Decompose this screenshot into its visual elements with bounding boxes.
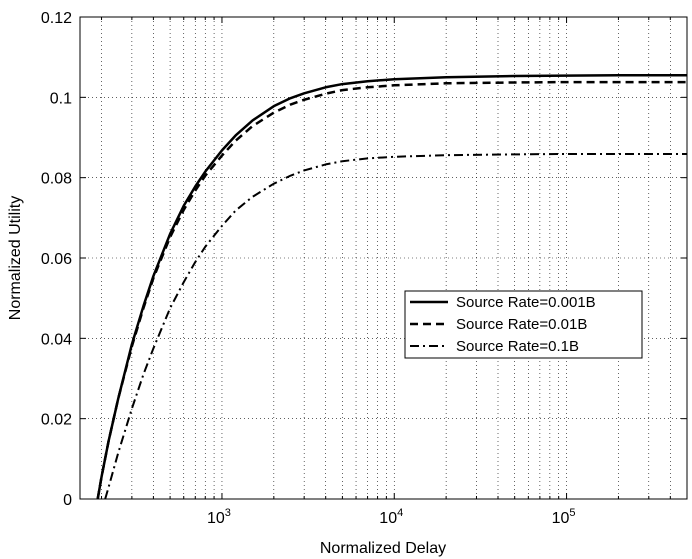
y-tick-label: 0.06 <box>41 251 72 268</box>
y-tick-label: 0.12 <box>41 10 72 27</box>
x-tick-label: 104 <box>379 507 403 527</box>
grid <box>80 16 688 500</box>
x-axis-label: Normalized Delay <box>320 540 446 557</box>
y-tick-label: 0.08 <box>41 171 72 188</box>
legend-label-0: Source Rate=0.001B <box>456 294 596 311</box>
plot-area <box>80 17 687 499</box>
y-tick-label: 0.1 <box>50 90 72 107</box>
y-tick-label: 0.02 <box>41 412 72 429</box>
series-line-0 <box>96 73 687 500</box>
legend-label-1: Source Rate=0.01B <box>456 316 587 333</box>
legend-label-2: Source Rate=0.1B <box>456 338 579 355</box>
ticks <box>80 16 688 500</box>
series-layer <box>96 73 687 500</box>
series-line-1 <box>96 80 687 500</box>
x-tick-labels: 103 104 105 <box>207 507 576 527</box>
x-tick-label: 103 <box>207 507 231 527</box>
legend-box <box>404 290 643 359</box>
y-axis-label: Normalized Utility <box>7 196 24 320</box>
legend: Source Rate=0.001B Source Rate=0.01B Sou… <box>404 290 643 359</box>
x-tick-label: 105 <box>552 507 576 527</box>
y-tick-labels: 0 0.02 0.04 0.06 0.08 0.1 0.12 <box>41 10 72 509</box>
y-tick-label: 0 <box>63 492 72 509</box>
y-tick-label: 0.04 <box>41 331 72 348</box>
